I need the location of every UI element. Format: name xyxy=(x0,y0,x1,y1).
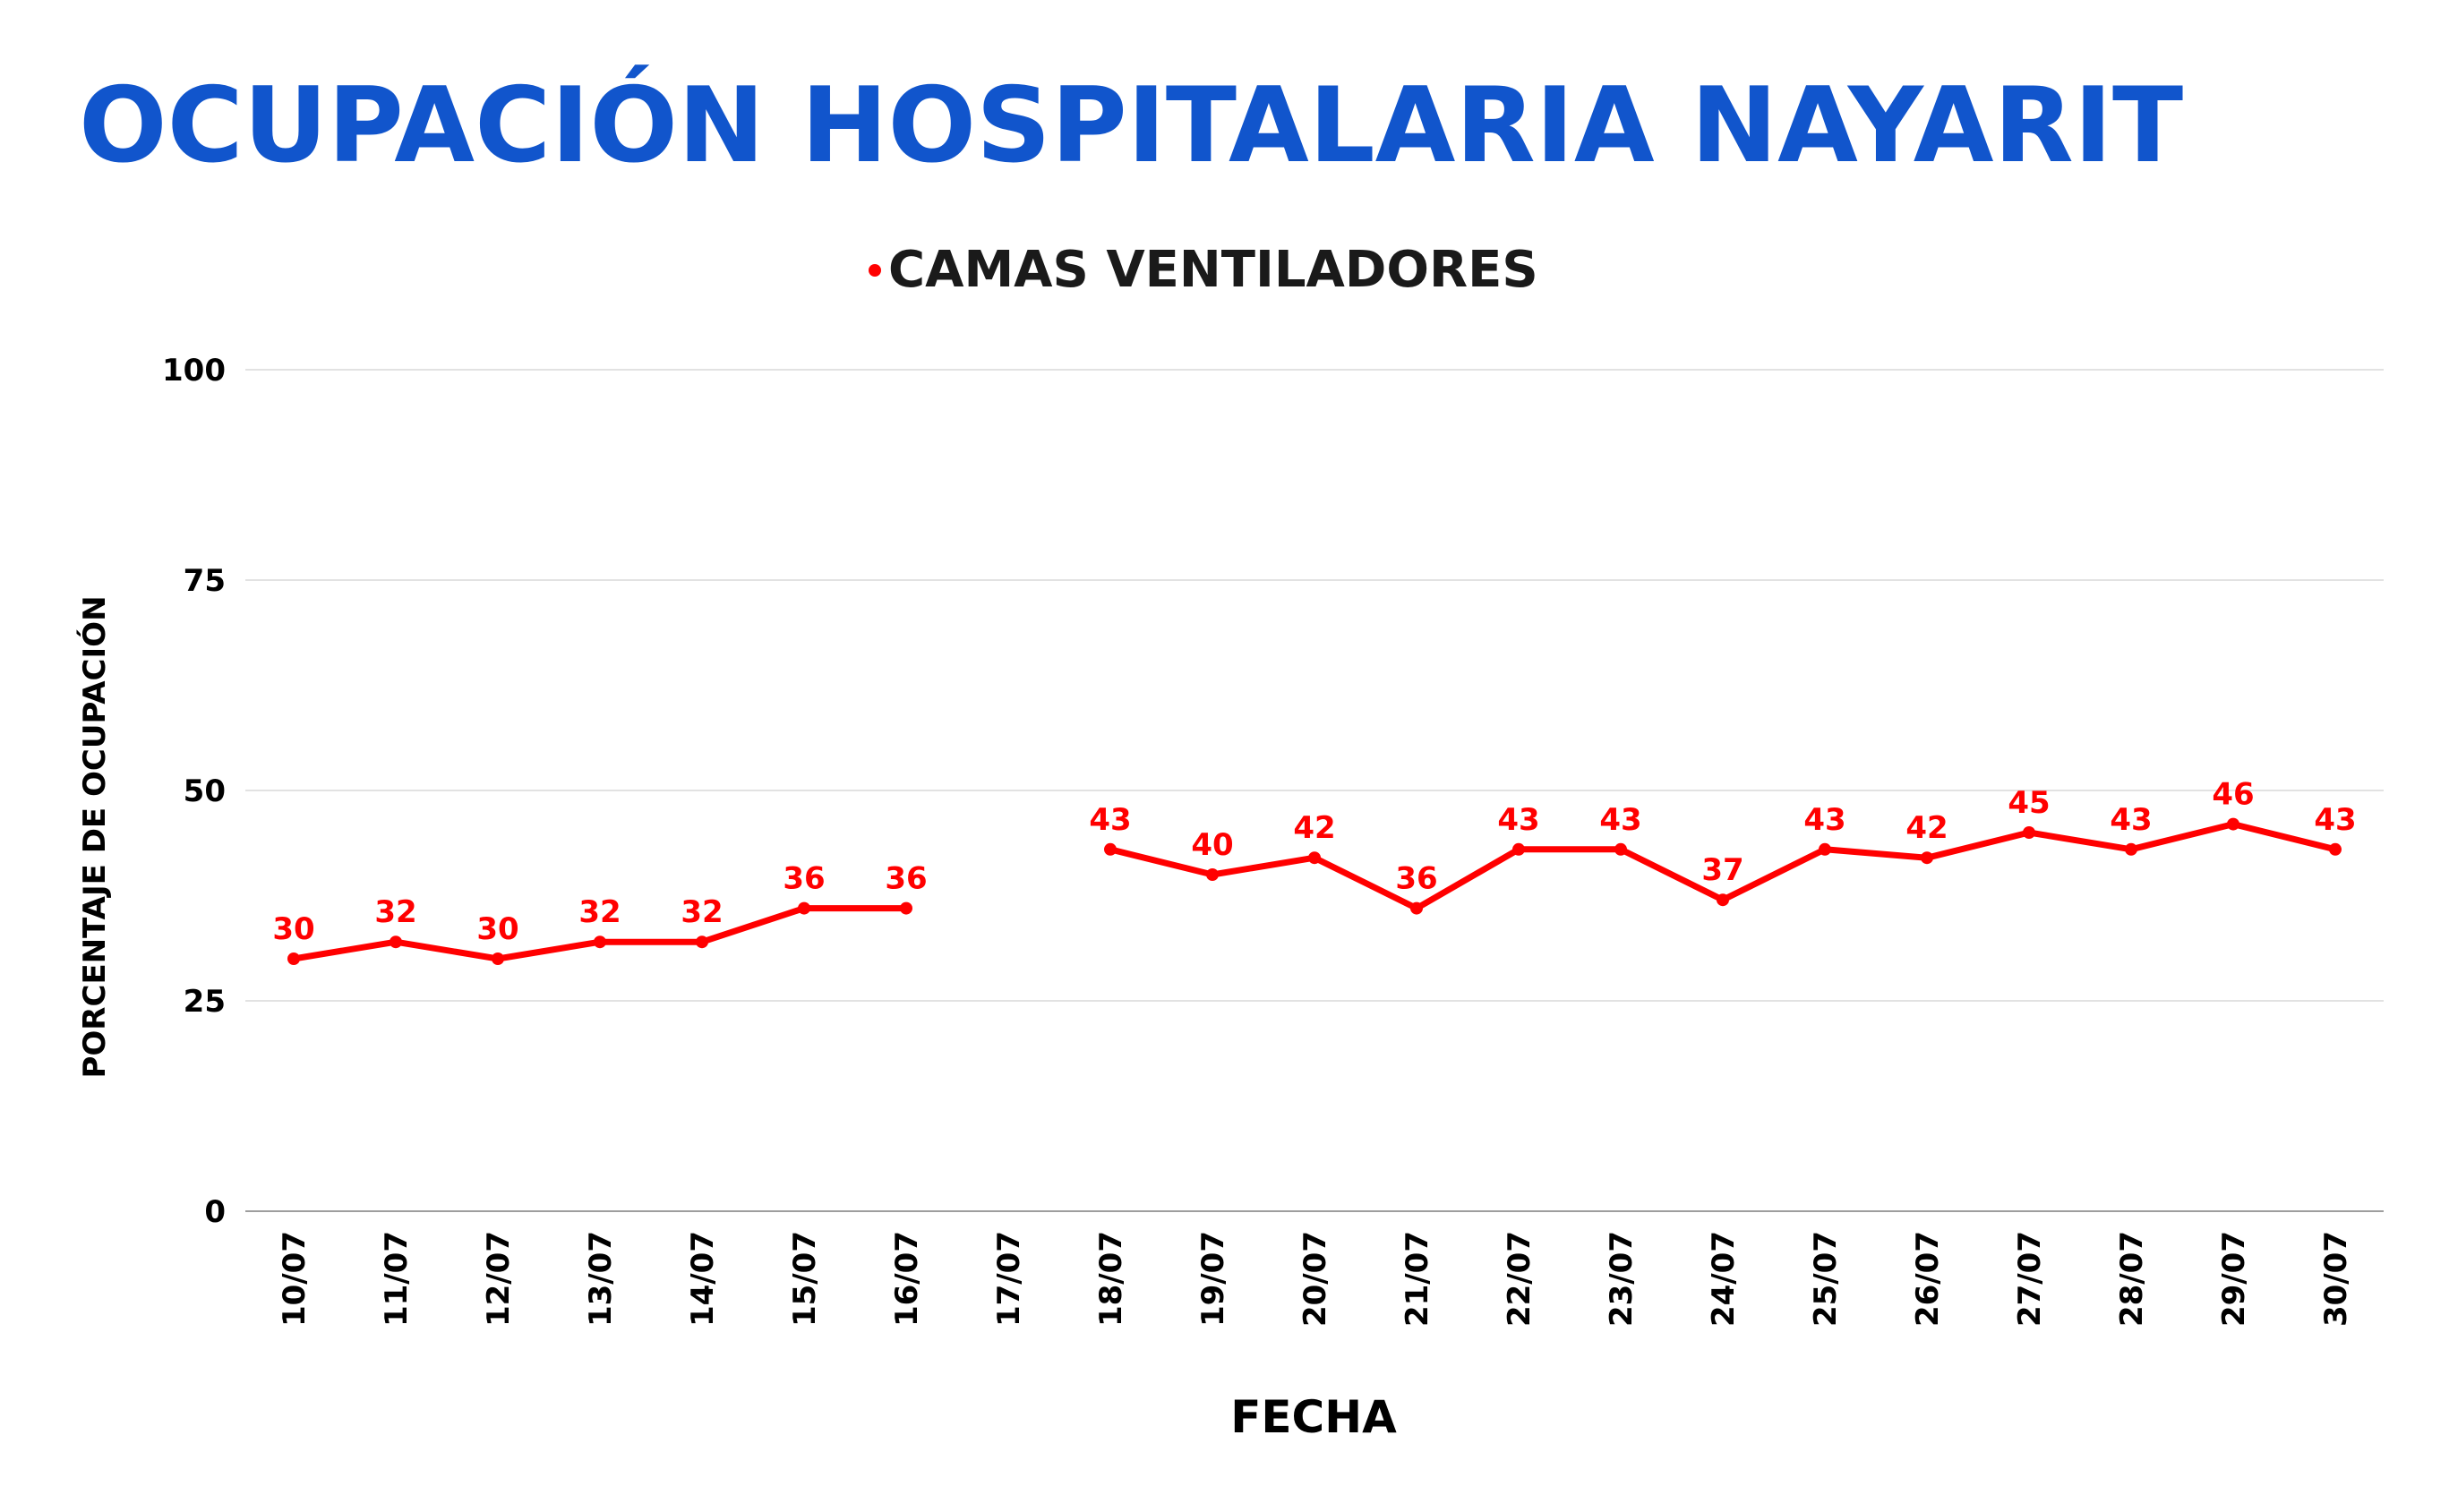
x-tick-label: 17/07 xyxy=(991,1231,1027,1327)
data-point xyxy=(1717,893,1729,907)
data-label: 43 xyxy=(2314,802,2356,838)
x-tick-label: 26/07 xyxy=(1910,1231,1946,1327)
legend-label: CAMAS VENTILADORES xyxy=(888,241,1538,299)
data-point xyxy=(696,935,708,949)
data-label: 30 xyxy=(272,911,314,947)
y-axis-label: PORCENTAJE DE OCUPACIÓN xyxy=(76,595,113,1078)
x-tick-label: 29/07 xyxy=(2216,1231,2252,1327)
x-tick-label: 28/07 xyxy=(2114,1231,2150,1327)
data-label: 32 xyxy=(374,894,416,930)
x-tick-label: 25/07 xyxy=(1808,1231,1844,1327)
data-label: 43 xyxy=(1497,802,1539,838)
data-label: 43 xyxy=(1089,802,1131,838)
data-label: 36 xyxy=(1395,861,1437,897)
data-point xyxy=(1308,851,1321,865)
x-tick-label: 23/07 xyxy=(1604,1231,1640,1327)
x-tick-label: 11/07 xyxy=(379,1231,415,1327)
y-tick-label: 75 xyxy=(184,563,226,599)
legend-marker xyxy=(869,264,881,277)
x-tick-label: 10/07 xyxy=(277,1231,313,1327)
data-label: 42 xyxy=(1905,810,1948,846)
y-tick-label: 0 xyxy=(204,1194,226,1230)
x-tick-label: 22/07 xyxy=(1502,1231,1537,1327)
x-tick-label: 18/07 xyxy=(1093,1231,1129,1327)
data-point xyxy=(798,901,810,915)
y-tick-label: 50 xyxy=(184,773,226,809)
x-axis-label: FECHA xyxy=(1230,1391,1397,1443)
data-point xyxy=(1410,901,1423,915)
x-axis-ticks: 10/07 11/07 12/07 13/07 14/07 15/07 16/07 17/07… xyxy=(277,1231,2354,1327)
data-point xyxy=(594,935,606,949)
data-point xyxy=(1921,851,1933,865)
data-point xyxy=(1512,842,1525,856)
data-label: 32 xyxy=(578,894,621,930)
x-tick-label: 20/07 xyxy=(1297,1231,1333,1327)
y-tick-label: 100 xyxy=(162,353,226,389)
data-point xyxy=(390,935,402,949)
data-label: 46 xyxy=(2212,777,2254,813)
data-points xyxy=(287,817,2342,965)
x-tick-label: 14/07 xyxy=(685,1231,721,1327)
x-tick-label: 15/07 xyxy=(787,1231,823,1327)
data-label: 30 xyxy=(476,911,518,947)
data-label: 42 xyxy=(1293,810,1335,846)
data-labels: 30 32 30 32 32 36 36 43 40 42 36 43 43 37 43 42 45 43 46 43 xyxy=(272,777,2356,947)
data-label: 32 xyxy=(681,894,723,930)
data-label: 36 xyxy=(885,861,927,897)
data-point xyxy=(2023,826,2035,839)
data-point xyxy=(2227,817,2239,831)
y-axis-ticks: 0 25 50 75 100 xyxy=(162,353,226,1230)
x-tick-label: 13/07 xyxy=(583,1231,619,1327)
x-tick-label: 30/07 xyxy=(2318,1231,2354,1327)
gridlines xyxy=(245,369,2384,1002)
x-tick-label: 27/07 xyxy=(2012,1231,2048,1327)
x-tick-label: 19/07 xyxy=(1195,1231,1231,1327)
data-label: 37 xyxy=(1701,852,1743,888)
data-point xyxy=(287,952,300,965)
data-label: 43 xyxy=(1803,802,1845,838)
data-point xyxy=(1206,868,1219,881)
x-tick-label: 21/07 xyxy=(1400,1231,1435,1327)
data-point xyxy=(492,952,504,965)
data-point xyxy=(1104,842,1117,856)
x-tick-label: 24/07 xyxy=(1706,1231,1742,1327)
data-point xyxy=(900,901,912,915)
data-label: 36 xyxy=(783,861,825,897)
data-label: 43 xyxy=(2110,802,2152,838)
data-point xyxy=(2329,842,2342,856)
data-label: 43 xyxy=(1599,802,1641,838)
data-label: 40 xyxy=(1191,827,1233,863)
legend: CAMAS VENTILADORES xyxy=(869,241,1538,299)
data-point xyxy=(1819,842,1831,856)
x-tick-label: 12/07 xyxy=(481,1231,517,1327)
y-tick-label: 25 xyxy=(184,984,226,1020)
data-point xyxy=(2125,842,2137,856)
data-label: 45 xyxy=(2008,785,2050,821)
data-point xyxy=(1614,842,1627,856)
chart-title: OCUPACIÓN HOSPITALARIA NAYARIT xyxy=(79,64,2183,186)
x-tick-label: 16/07 xyxy=(889,1231,925,1327)
